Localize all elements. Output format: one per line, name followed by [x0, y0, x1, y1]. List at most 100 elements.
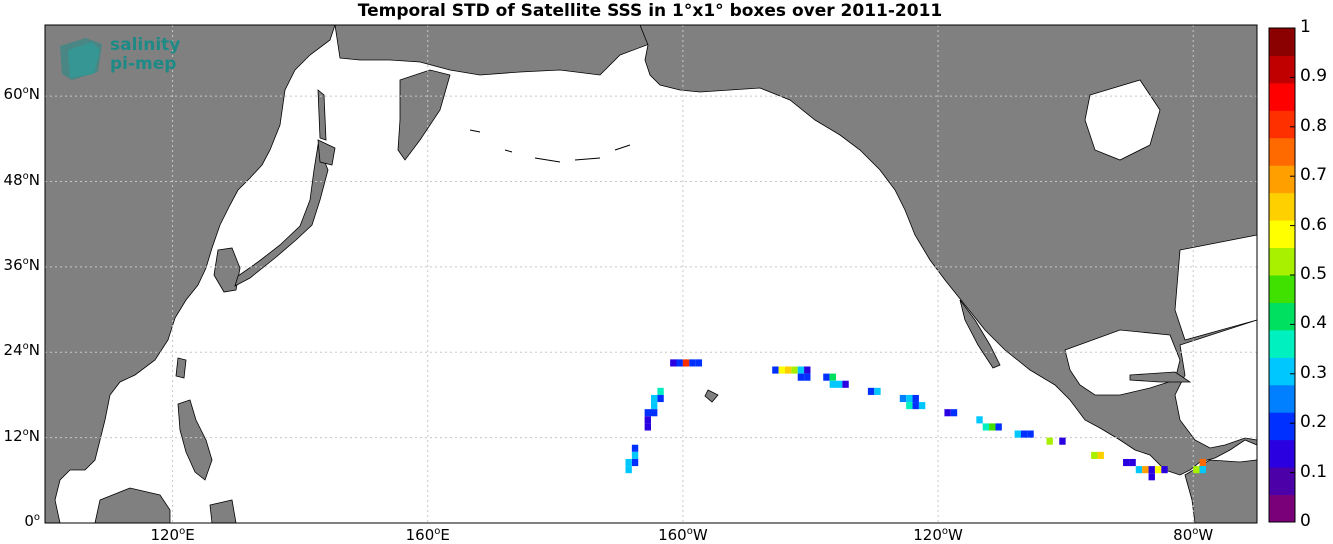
colorbar-swatch [1269, 28, 1295, 56]
std-cell [1161, 466, 1168, 474]
std-cell [912, 394, 919, 403]
std-cell [772, 366, 779, 374]
colorbar-tick-label: 0.4 [1300, 313, 1328, 334]
lat-tick-label: 48oN [0, 171, 40, 189]
lon-tick-label-deg: 80 [1173, 526, 1193, 544]
lat-tick-label: 36oN [0, 256, 40, 274]
colorbar-tick-label: 0.6 [1300, 214, 1328, 235]
lat-tick-label-hem: N [28, 170, 40, 189]
land-hawaii [704, 389, 719, 403]
std-cell [835, 380, 843, 388]
lat-tick-label-hem: N [28, 426, 40, 445]
std-cell [1097, 451, 1104, 459]
colorbar-swatch [1269, 302, 1295, 331]
logo-line1: salinity [110, 35, 181, 55]
degree-symbol: o [941, 526, 948, 537]
std-cell [829, 380, 836, 388]
std-cell [867, 387, 875, 395]
lon-tick-label-hem: W [1198, 526, 1214, 544]
std-cell [1154, 466, 1162, 474]
lon-tick-label-hem: W [948, 526, 963, 544]
std-cell [1148, 473, 1155, 481]
map-title: Temporal STD of Satellite SSS in 1°x1° b… [357, 1, 943, 21]
lon-tick-label-hem: E [185, 526, 195, 544]
std-cell [644, 416, 651, 424]
lon-tick-label-deg: 120 [913, 526, 942, 544]
colorbar-swatch [1269, 55, 1295, 84]
std-cell [1193, 466, 1200, 474]
lat-tick-label-deg: 36 [3, 255, 23, 274]
std-cell [804, 366, 811, 374]
lat-tick-label: 60oN [0, 85, 40, 103]
land-korea [213, 247, 241, 293]
land-baja [959, 299, 1001, 369]
logo-mark-icon [60, 38, 102, 80]
lon-tick-label: 160oW [643, 526, 723, 544]
logo-line2: pi-mep [110, 54, 177, 74]
lon-tick-label: 120oW [898, 526, 978, 544]
std-cell [625, 458, 632, 467]
colorbar-tick-label: 0.1 [1300, 461, 1328, 482]
std-cell [823, 373, 830, 381]
std-cell [829, 373, 836, 381]
lat-tick-label-hem: N [28, 341, 40, 360]
land-hokkaido [317, 139, 336, 166]
std-cell [657, 387, 664, 395]
land-japan [234, 143, 329, 287]
colorbar-swatch [1269, 220, 1295, 249]
std-cell [1135, 466, 1143, 474]
std-cell [906, 394, 913, 403]
std-cell [631, 458, 639, 467]
lon-tick-label: 80oW [1153, 526, 1233, 544]
land-cuba [1129, 371, 1192, 383]
atlantic-ocean [1174, 234, 1258, 341]
colorbar-swatch [1269, 384, 1295, 413]
std-cell [651, 402, 658, 410]
std-cell [695, 359, 703, 367]
std-cell [625, 466, 632, 474]
colorbar-tick-label: 0.5 [1300, 264, 1328, 284]
degree-symbol: o [22, 341, 29, 353]
std-cell [657, 394, 664, 403]
std-cell [1059, 437, 1066, 445]
std-cell [950, 409, 958, 417]
lat-tick-label-deg: 0 [24, 512, 34, 530]
std-cell [982, 423, 990, 431]
degree-symbol: o [22, 255, 29, 267]
lat-tick-label-deg: 12 [3, 426, 23, 445]
colorbar-tick-label: 1 [1300, 17, 1311, 37]
std-cell [631, 444, 639, 452]
colorbar-tick-label: 0.9 [1300, 66, 1328, 87]
colorbar-tick-label: 0.3 [1300, 362, 1328, 383]
colorbar-swatch [1269, 82, 1295, 111]
map-frame [44, 24, 1258, 524]
std-cell [1129, 458, 1136, 467]
hudson-bay [1084, 79, 1161, 161]
degree-symbol: o [33, 512, 40, 523]
degree-symbol: o [1192, 526, 1199, 537]
land-sakhalin [317, 89, 327, 141]
degree-symbol: o [22, 170, 29, 182]
std-cell [1142, 466, 1149, 474]
lon-tick-label-deg: 160 [658, 526, 687, 544]
std-cell [644, 423, 651, 431]
std-cell [944, 409, 951, 417]
lon-tick-label: 160oE [388, 526, 468, 544]
colorbar-swatch [1269, 192, 1295, 221]
lon-tick-label: 120oE [133, 526, 213, 544]
std-cell [1027, 430, 1034, 438]
lat-tick-label: 12oN [0, 427, 40, 445]
lat-tick-label-deg: 60 [3, 85, 23, 104]
lon-tick-label-hem: E [440, 526, 450, 544]
colorbar-swatch [1269, 494, 1295, 523]
std-cell [899, 394, 907, 403]
lat-tick-label: 0o [0, 512, 40, 530]
lat-tick-label-hem: N [28, 255, 40, 274]
colorbar-swatch [1269, 467, 1295, 496]
std-cell [682, 359, 690, 367]
colorbar-tick-label: 0 [1300, 511, 1311, 531]
land-taiwan [175, 357, 187, 379]
degree-symbol: o [179, 526, 186, 537]
salinity-pi-mep-logo: salinity pi-mep [58, 36, 198, 82]
